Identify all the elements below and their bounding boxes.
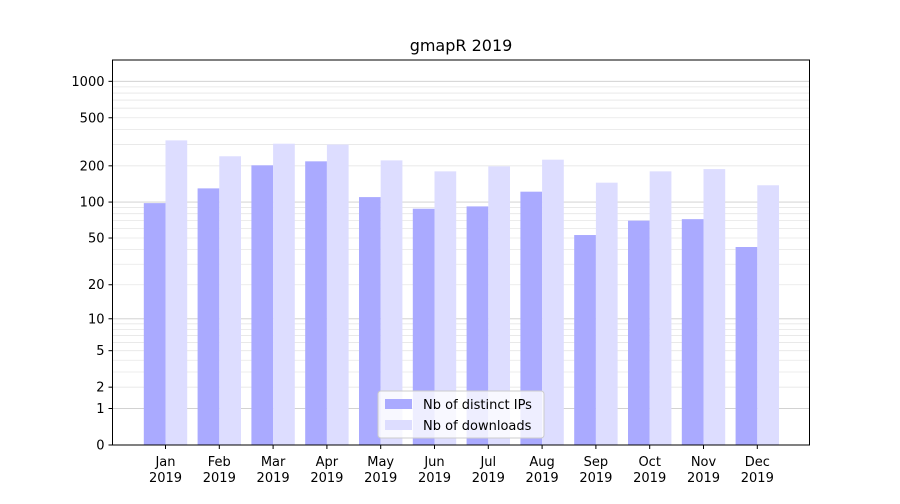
x-tick-label-month: Feb — [208, 455, 231, 470]
plot-frame — [112, 59, 810, 446]
x-tick-label-year: 2019 — [633, 471, 666, 486]
x-tick-label-month: Jan — [154, 455, 175, 470]
y-tick-label: 2 — [96, 381, 104, 396]
bar-distinct-ips-jun — [412, 208, 435, 445]
legend-box — [377, 390, 545, 439]
y-tick-label: 50 — [88, 232, 105, 247]
bar-downloads-oct — [649, 171, 672, 445]
bar-distinct-ips-nov — [681, 219, 704, 445]
x-tick-label-month: Apr — [316, 455, 339, 470]
bar-downloads-nov — [703, 169, 726, 445]
bar-downloads-may — [380, 160, 403, 445]
chart-title: gmapR 2019 — [410, 36, 513, 55]
x-tick-label-month: Sep — [584, 455, 609, 470]
y-tick-label: 0 — [96, 439, 104, 454]
y-tick-label: 1 — [96, 402, 104, 417]
x-tick-label-year: 2019 — [741, 471, 774, 486]
bar-downloads-dec — [757, 185, 779, 445]
bar-distinct-ips-jul — [466, 206, 489, 445]
x-axis: Jan2019Feb2019Mar2019Apr2019May2019Jun20… — [149, 445, 774, 486]
y-axis: 0 1 2 5 10 20 50 100 200 500 1000 — [71, 75, 113, 454]
bar-distinct-ips-aug — [520, 191, 543, 445]
x-tick-label-year: 2019 — [579, 471, 612, 486]
bar-distinct-ips-sep — [574, 235, 596, 445]
x-tick-label-month: Jul — [479, 455, 496, 470]
y-tick-label: 10 — [88, 312, 105, 327]
legend-swatch — [385, 399, 412, 409]
y-tick-label: 1000 — [71, 75, 104, 90]
x-tick-label-month: Oct — [638, 455, 660, 470]
x-tick-label-year: 2019 — [687, 471, 720, 486]
x-tick-label-month: Jun — [423, 455, 444, 470]
bar-distinct-ips-feb — [197, 188, 220, 445]
x-tick-label-year: 2019 — [472, 471, 505, 486]
bar-distinct-ips-may — [359, 197, 381, 445]
y-tick-label: 500 — [80, 111, 105, 126]
x-tick-label-year: 2019 — [203, 471, 236, 486]
bar-downloads-sep — [595, 182, 618, 446]
y-tick-label: 5 — [96, 344, 104, 359]
legend-swatch — [385, 420, 412, 430]
bar-distinct-ips-dec — [735, 247, 758, 445]
bar-distinct-ips-oct — [628, 220, 650, 445]
bars-group — [143, 140, 779, 446]
legend-label: Nb of downloads — [423, 419, 532, 434]
bar-distinct-ips-jan — [143, 203, 166, 445]
bar-downloads-jun — [434, 171, 457, 445]
legend-label: Nb of distinct IPs — [423, 398, 532, 413]
y-tick-label: 20 — [88, 278, 105, 293]
bar-distinct-ips-apr — [305, 161, 327, 445]
x-tick-label-month: Dec — [745, 455, 770, 470]
x-tick-label-month: Nov — [691, 455, 717, 470]
x-tick-label-year: 2019 — [257, 471, 290, 486]
x-tick-label-month: Mar — [261, 455, 286, 470]
x-tick-label-year: 2019 — [364, 471, 397, 486]
x-tick-label-year: 2019 — [310, 471, 343, 486]
bar-downloads-aug — [542, 159, 564, 445]
bar-downloads-mar — [273, 143, 295, 445]
bar-downloads-feb — [219, 156, 241, 446]
bar-downloads-apr — [326, 144, 349, 445]
x-tick-label-month: Aug — [529, 455, 554, 470]
x-tick-label-year: 2019 — [526, 471, 559, 486]
y-tick-label: 100 — [80, 196, 105, 211]
x-tick-label-year: 2019 — [149, 471, 182, 486]
bar-downloads-jan — [165, 140, 188, 445]
legend: Nb of distinct IPs Nb of downloads — [377, 390, 545, 439]
x-tick-label-month: May — [367, 455, 394, 470]
x-tick-label-year: 2019 — [418, 471, 451, 486]
bar-downloads-jul — [488, 166, 510, 445]
bar-distinct-ips-mar — [251, 165, 274, 446]
y-tick-label: 200 — [80, 159, 105, 174]
